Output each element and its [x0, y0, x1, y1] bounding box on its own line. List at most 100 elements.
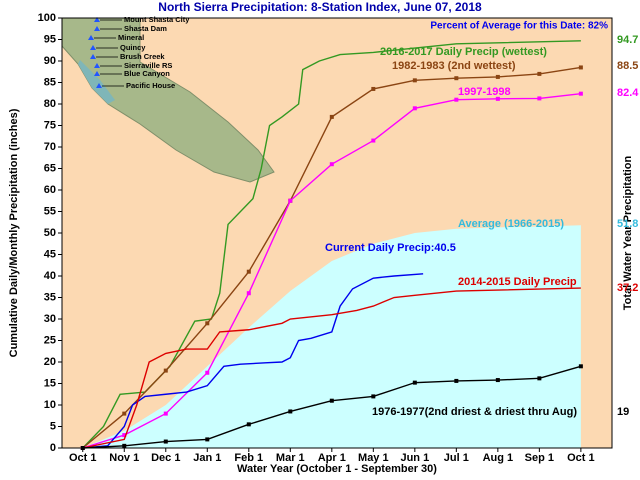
x-tick-label: Sep 1 [525, 452, 554, 464]
point [205, 437, 210, 442]
y-tick-label: 40 [44, 270, 56, 282]
end-value-label: 88.5 [617, 60, 638, 72]
point [246, 291, 251, 296]
series-label: Current Daily Precip:40.5 [325, 242, 456, 254]
x-tick-label: Oct 1 [69, 452, 97, 464]
series-label: 2016-2017 Daily Precip (wettest) [380, 46, 547, 58]
point [495, 74, 500, 79]
point [412, 380, 417, 385]
point [537, 71, 542, 76]
point [412, 106, 417, 111]
y-tick-label: 100 [38, 12, 56, 24]
point [205, 321, 210, 326]
point [371, 86, 376, 91]
point [205, 370, 210, 375]
y-tick-label: 70 [44, 141, 56, 153]
y-tick-label: 95 [44, 33, 56, 45]
station-marker [88, 35, 94, 40]
map-valley [78, 60, 115, 104]
end-value-label: 51.8 [617, 218, 638, 230]
point [329, 398, 334, 403]
y-tick-label: 50 [44, 227, 56, 239]
y-tick-label: 30 [44, 313, 56, 325]
x-tick-label: Jun 1 [400, 452, 429, 464]
x-tick-label: May 1 [358, 452, 389, 464]
chart-title: North Sierra Precipitation: 8-Station In… [158, 0, 482, 14]
y-tick-label: 35 [44, 291, 56, 303]
series-label: Average (1966-2015) [458, 218, 564, 230]
station-label: Blue Canyon [124, 69, 170, 78]
end-value-label: 82.4 [617, 87, 639, 99]
station-label: Shasta Dam [124, 24, 167, 33]
point [537, 96, 542, 101]
y-tick-label: 90 [44, 55, 56, 67]
station-label: Brush Creek [120, 52, 165, 61]
point [288, 409, 293, 414]
station-marker [96, 83, 102, 88]
y-tick-label: 85 [44, 76, 56, 88]
point [578, 364, 583, 369]
y-tick-label: 55 [44, 205, 56, 217]
y-tick-label: 10 [44, 399, 56, 411]
point [80, 446, 85, 450]
point [122, 443, 127, 448]
y-tick-label: 0 [50, 442, 56, 454]
end-value-label: 94.7 [617, 34, 638, 46]
point [246, 422, 251, 427]
point [329, 162, 334, 167]
series-line [82, 287, 581, 449]
station-marker [94, 63, 100, 68]
y-tick-label: 65 [44, 162, 56, 174]
series-label: 1997-1998 [458, 86, 511, 98]
station-marker [90, 54, 96, 59]
series-label: 1976-1977(2nd driest & driest thru Aug) [372, 406, 577, 418]
point [454, 378, 459, 383]
series-label: 2014-2015 Daily Precip [458, 276, 577, 288]
point [163, 411, 168, 416]
x-tick-label: Dec 1 [151, 452, 180, 464]
point [246, 269, 251, 274]
x-tick-label: Feb 1 [234, 452, 263, 464]
y-tick-label: 25 [44, 334, 56, 346]
point [495, 378, 500, 383]
point [537, 376, 542, 381]
point [454, 76, 459, 81]
x-axis-label: Water Year (October 1 - September 30) [237, 463, 437, 475]
station-label: Pacific House [126, 81, 175, 90]
x-tick-label: Nov 1 [109, 452, 139, 464]
x-tick-label: Jan 1 [193, 452, 221, 464]
y-tick-label: 45 [44, 248, 56, 260]
y-tick-label: 5 [50, 420, 56, 432]
area [82, 225, 581, 448]
annotation: Percent of Average for this Date: 82% [430, 21, 608, 32]
station-label: Sierraville RS [124, 61, 172, 70]
end-value-label: 37.2 [617, 282, 638, 294]
point [329, 114, 334, 119]
station-label: Mount Shasta City [124, 15, 190, 24]
point [371, 138, 376, 143]
point [454, 97, 459, 102]
point [163, 368, 168, 373]
point [122, 433, 127, 438]
y2-axis-label: Total Water Year Precipitation [622, 155, 634, 310]
point [412, 78, 417, 83]
series-line [82, 273, 424, 449]
series-label: 1982-1983 (2nd wettest) [392, 60, 516, 72]
point [288, 198, 293, 203]
y-tick-label: 20 [44, 356, 56, 368]
x-tick-label: Oct 1 [567, 452, 595, 464]
end-value-label: 19 [617, 406, 629, 418]
point [495, 96, 500, 101]
x-tick-label: Mar 1 [276, 452, 305, 464]
x-tick-label: Aug 1 [483, 452, 514, 464]
y-axis-label: Cumulative Daily/Monthly Precipitation (… [8, 108, 20, 357]
station-marker [94, 17, 100, 22]
point [122, 411, 127, 416]
station-marker [94, 26, 100, 31]
point [371, 394, 376, 399]
x-tick-label: Jul 1 [444, 452, 469, 464]
x-tick-label: Apr 1 [318, 452, 346, 464]
